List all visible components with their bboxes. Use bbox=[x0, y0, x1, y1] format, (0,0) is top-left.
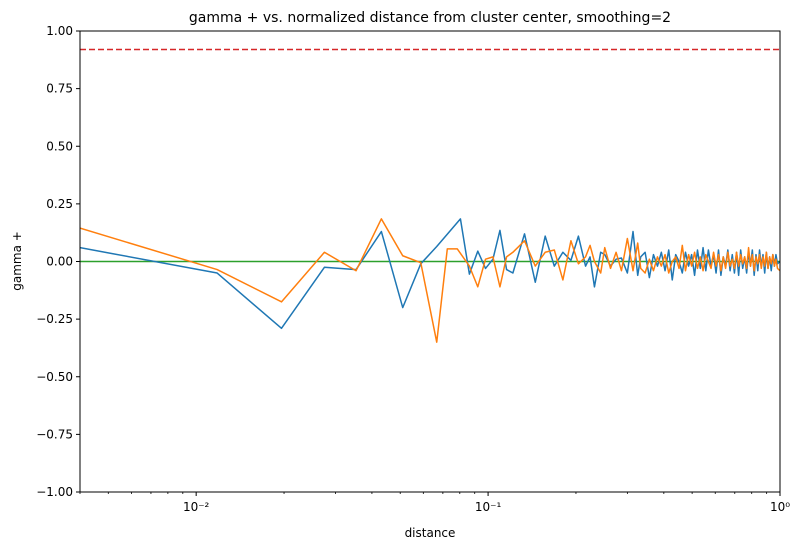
y-axis: −1.00 −0.75 −0.50 −0.25 0.00 0.25 0.50 0.75 1.00 bbox=[36, 24, 80, 499]
y-tick-label: −0.75 bbox=[36, 427, 73, 441]
y-tick-label: 0.75 bbox=[46, 82, 73, 96]
y-tick-label: −0.50 bbox=[36, 370, 73, 384]
y-tick-label: 1.00 bbox=[46, 24, 73, 38]
x-tick-label: 10⁻² bbox=[183, 500, 210, 514]
y-tick-label: 0.25 bbox=[46, 197, 73, 211]
y-tick-label: −0.25 bbox=[36, 312, 73, 326]
x-tick-label: 10⁻¹ bbox=[475, 500, 502, 514]
y-tick-label: 0.50 bbox=[46, 139, 73, 153]
x-axis-label: distance bbox=[405, 526, 456, 540]
x-tick-label: 10⁰ bbox=[770, 500, 790, 514]
series-line-1 bbox=[80, 218, 780, 343]
x-axis: 10⁻² 10⁻¹ 10⁰ bbox=[79, 492, 790, 514]
y-tick-label: −1.00 bbox=[36, 485, 73, 499]
plot-area bbox=[80, 48, 780, 343]
y-axis-label: gamma + bbox=[10, 231, 24, 291]
y-tick-label: 0.00 bbox=[46, 255, 73, 269]
chart-title: gamma + vs. normalized distance from clu… bbox=[189, 10, 671, 26]
